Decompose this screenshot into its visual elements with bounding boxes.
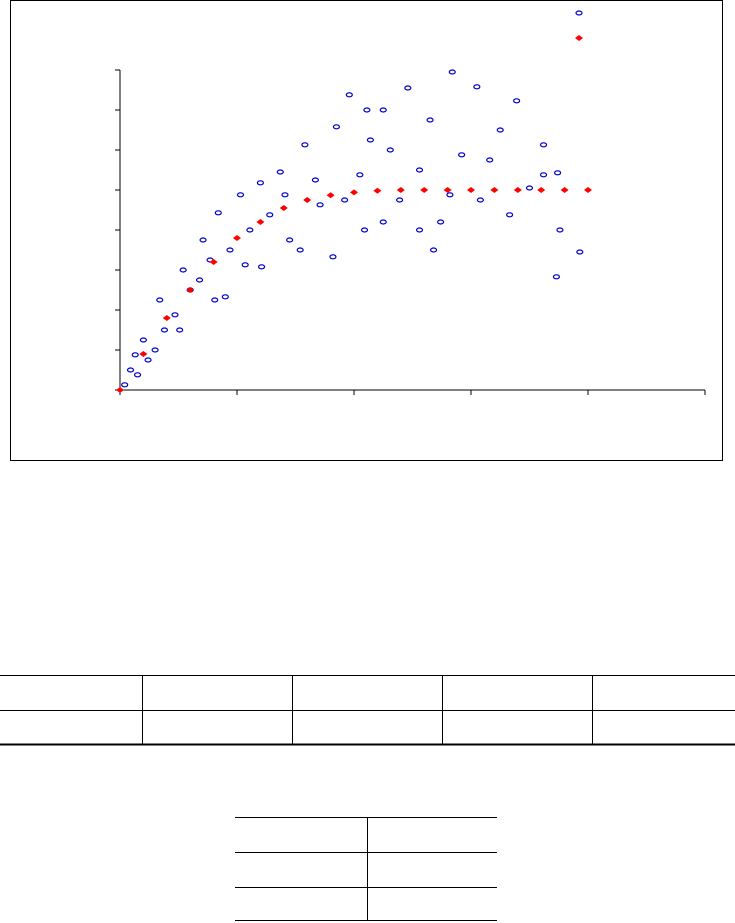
point	[341, 197, 349, 203]
point	[386, 147, 394, 153]
point	[506, 212, 514, 218]
point	[199, 237, 207, 243]
point	[396, 187, 405, 193]
point	[373, 187, 382, 194]
point	[556, 227, 564, 233]
legend-marker	[575, 10, 583, 16]
point	[246, 227, 254, 233]
point	[226, 247, 234, 253]
table-2	[235, 817, 497, 921]
chart-frame	[10, 0, 723, 461]
point	[221, 294, 229, 300]
point	[458, 152, 466, 158]
point	[513, 98, 521, 104]
point	[513, 187, 522, 193]
point	[266, 212, 274, 218]
point	[156, 297, 164, 303]
point	[560, 187, 569, 193]
point	[426, 117, 434, 123]
point	[525, 185, 534, 191]
point	[496, 127, 504, 133]
point	[345, 92, 353, 98]
point	[448, 69, 456, 75]
point	[404, 85, 412, 91]
point	[276, 169, 284, 175]
point	[296, 247, 304, 253]
point	[486, 157, 494, 163]
point	[133, 372, 142, 378]
point	[476, 197, 484, 203]
table-1	[0, 675, 735, 746]
point	[326, 192, 335, 199]
point	[256, 180, 264, 186]
point	[241, 262, 249, 268]
point	[171, 312, 179, 318]
point	[360, 227, 369, 233]
point	[162, 315, 171, 321]
point	[139, 351, 148, 357]
point	[350, 189, 358, 196]
point	[539, 172, 548, 178]
point	[151, 347, 159, 353]
point	[301, 142, 309, 148]
point	[279, 205, 288, 211]
point	[379, 219, 387, 225]
point	[396, 197, 404, 203]
point	[429, 247, 438, 253]
point	[443, 187, 452, 193]
point	[186, 287, 195, 293]
point	[257, 264, 266, 270]
point	[236, 192, 245, 198]
point	[256, 219, 265, 225]
point	[316, 202, 324, 208]
point	[329, 254, 337, 260]
point	[553, 170, 562, 176]
point	[144, 357, 152, 363]
point	[214, 210, 222, 216]
point	[467, 187, 475, 193]
point	[415, 167, 424, 173]
point	[537, 187, 546, 193]
point	[552, 274, 561, 280]
point	[379, 107, 387, 113]
point	[366, 137, 374, 143]
point	[363, 107, 371, 113]
point	[121, 382, 129, 388]
point	[211, 297, 219, 303]
point	[233, 235, 241, 241]
point	[195, 277, 204, 283]
point	[139, 337, 147, 343]
point	[176, 327, 184, 333]
point	[126, 367, 135, 373]
point	[584, 187, 592, 193]
point	[281, 192, 289, 198]
point	[116, 387, 124, 393]
point	[490, 187, 499, 193]
point	[303, 197, 312, 203]
point	[311, 177, 319, 183]
point	[539, 142, 548, 148]
chart	[115, 10, 706, 395]
point	[473, 84, 481, 90]
point	[420, 187, 429, 193]
point	[436, 219, 445, 225]
point	[356, 172, 364, 178]
legend-marker	[575, 35, 583, 41]
point	[576, 249, 584, 255]
point	[286, 237, 294, 243]
point	[446, 192, 454, 198]
point	[179, 267, 187, 273]
point	[160, 327, 169, 333]
point	[332, 124, 341, 130]
point	[131, 352, 139, 358]
point	[415, 227, 424, 233]
point	[209, 259, 218, 265]
